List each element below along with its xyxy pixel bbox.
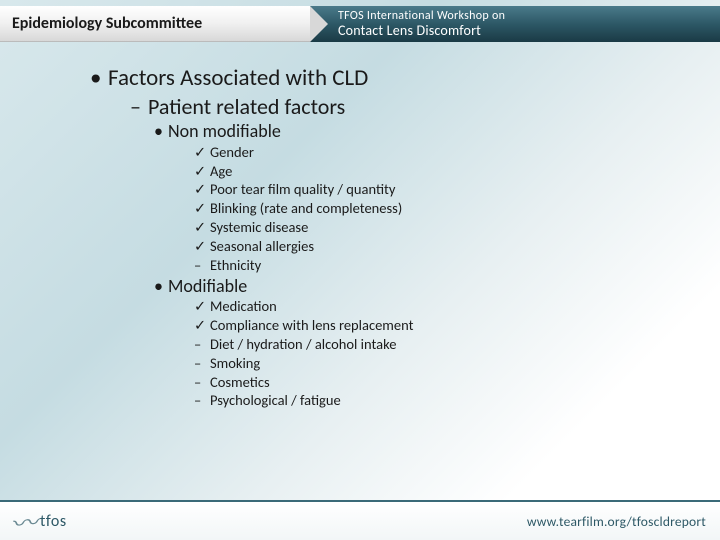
- list-item-text: Ethnicity: [210, 256, 261, 274]
- check-icon: ✓: [194, 162, 210, 181]
- group-title-text: Non modifiable: [168, 120, 281, 142]
- list-item: –Diet / hydration / alcohol intake: [194, 335, 720, 354]
- list-item: ✓Gender: [194, 143, 720, 162]
- dash-icon: –: [194, 373, 210, 392]
- list-item-text: Systemic disease: [210, 218, 308, 236]
- list-item-text: Medication: [210, 297, 277, 315]
- header-arrow-icon: [310, 6, 328, 42]
- bullet-mark: •: [90, 64, 108, 93]
- bullet-mark: •: [154, 120, 168, 143]
- list-item-text: Age: [210, 162, 232, 180]
- list-item: ✓Blinking (rate and completeness): [194, 199, 720, 218]
- subcommittee-title: Epidemiology Subcommittee: [0, 6, 310, 42]
- list-item: –Cosmetics: [194, 373, 720, 392]
- footer-logo-text: tfos: [40, 512, 67, 531]
- footer-bar: 〰 tfos www.tearfilm.org/tfoscldreport: [0, 500, 720, 540]
- list-item-text: Diet / hydration / alcohol intake: [210, 335, 396, 353]
- bullet-level1: •Factors Associated with CLD: [90, 64, 720, 93]
- check-icon: ✓: [194, 199, 210, 218]
- footer-url: www.tearfilm.org/tfoscldreport: [527, 513, 706, 530]
- list-item: –Smoking: [194, 354, 720, 373]
- list-item-text: Gender: [210, 143, 254, 161]
- list-item: ✓Age: [194, 162, 720, 181]
- group-title-text: Modifiable: [168, 275, 247, 297]
- bullet-level2: –Patient related factors: [130, 93, 720, 121]
- list-item-text: Smoking: [210, 354, 260, 372]
- group-title: •Non modifiable: [154, 120, 720, 143]
- check-icon: ✓: [194, 180, 210, 199]
- dash-icon: –: [194, 256, 210, 275]
- list-item-text: Cosmetics: [210, 373, 270, 391]
- workshop-line1: TFOS International Workshop on: [338, 10, 720, 23]
- dash-icon: –: [194, 391, 210, 410]
- bullet-mark: –: [130, 93, 148, 121]
- slide-content: •Factors Associated with CLD –Patient re…: [0, 64, 720, 410]
- list-item: ✓Systemic disease: [194, 218, 720, 237]
- wave-icon: 〰: [7, 505, 40, 537]
- list-item-text: Blinking (rate and completeness): [210, 199, 402, 217]
- bullet-text: Factors Associated with CLD: [108, 64, 368, 92]
- list-item-text: Psychological / fatigue: [210, 391, 341, 409]
- dash-icon: –: [194, 354, 210, 373]
- list-item-text: Poor tear film quality / quantity: [210, 180, 395, 198]
- bullet-text: Patient related factors: [148, 93, 345, 120]
- workshop-line2: Contact Lens Discomfort: [338, 23, 720, 38]
- group-title: •Modifiable: [154, 275, 720, 298]
- workshop-title-block: TFOS International Workshop on Contact L…: [310, 6, 720, 42]
- dash-icon: –: [194, 335, 210, 354]
- header-bar: Epidemiology Subcommittee TFOS Internati…: [0, 6, 720, 42]
- check-icon: ✓: [194, 237, 210, 256]
- check-icon: ✓: [194, 218, 210, 237]
- list-item: ✓Medication: [194, 297, 720, 316]
- list-item: –Psychological / fatigue: [194, 391, 720, 410]
- check-icon: ✓: [194, 143, 210, 162]
- list-item: –Ethnicity: [194, 256, 720, 275]
- list-item: ✓Compliance with lens replacement: [194, 316, 720, 335]
- footer-logo: 〰 tfos: [14, 507, 67, 536]
- check-icon: ✓: [194, 297, 210, 316]
- list-item-text: Compliance with lens replacement: [210, 316, 413, 334]
- check-icon: ✓: [194, 316, 210, 335]
- list-item-text: Seasonal allergies: [210, 237, 314, 255]
- list-item: ✓Poor tear film quality / quantity: [194, 180, 720, 199]
- list-item: ✓Seasonal allergies: [194, 237, 720, 256]
- bullet-mark: •: [154, 275, 168, 298]
